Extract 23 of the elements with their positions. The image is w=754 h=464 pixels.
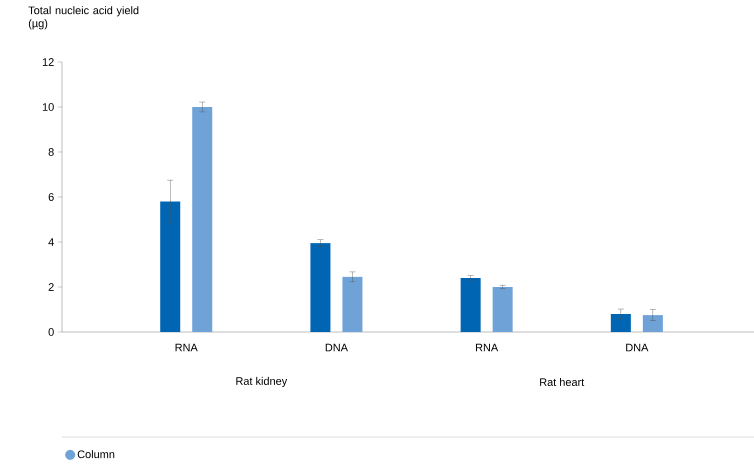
bar: [610, 314, 631, 332]
y-axis-title: Total nucleic acid yield (µg): [28, 6, 138, 30]
bar: [342, 276, 362, 332]
x-tick-label: RNA: [176, 344, 198, 352]
x-tick-label: DNA: [326, 344, 348, 352]
bar: [160, 202, 180, 332]
y-tick-label: 6: [48, 193, 54, 201]
x-tick-label: DNA: [626, 344, 648, 352]
y-tick-label: 12: [42, 58, 54, 66]
y-tick-label: 2: [48, 283, 54, 291]
bar: [310, 243, 330, 332]
legend-label: Column: [78, 450, 114, 458]
text: Rat kidney: [236, 376, 288, 388]
y-tick-label: 4: [48, 238, 54, 246]
bar: [192, 106, 212, 332]
y-tick-label: 8: [48, 148, 54, 156]
y-tick-label: 0: [48, 328, 54, 336]
bar: [460, 278, 481, 332]
bar: [642, 315, 663, 332]
text: Rat heart: [540, 378, 584, 386]
bar: [492, 287, 513, 332]
y-tick-label: 10: [42, 103, 54, 111]
x-tick-label: RNA: [476, 344, 498, 352]
